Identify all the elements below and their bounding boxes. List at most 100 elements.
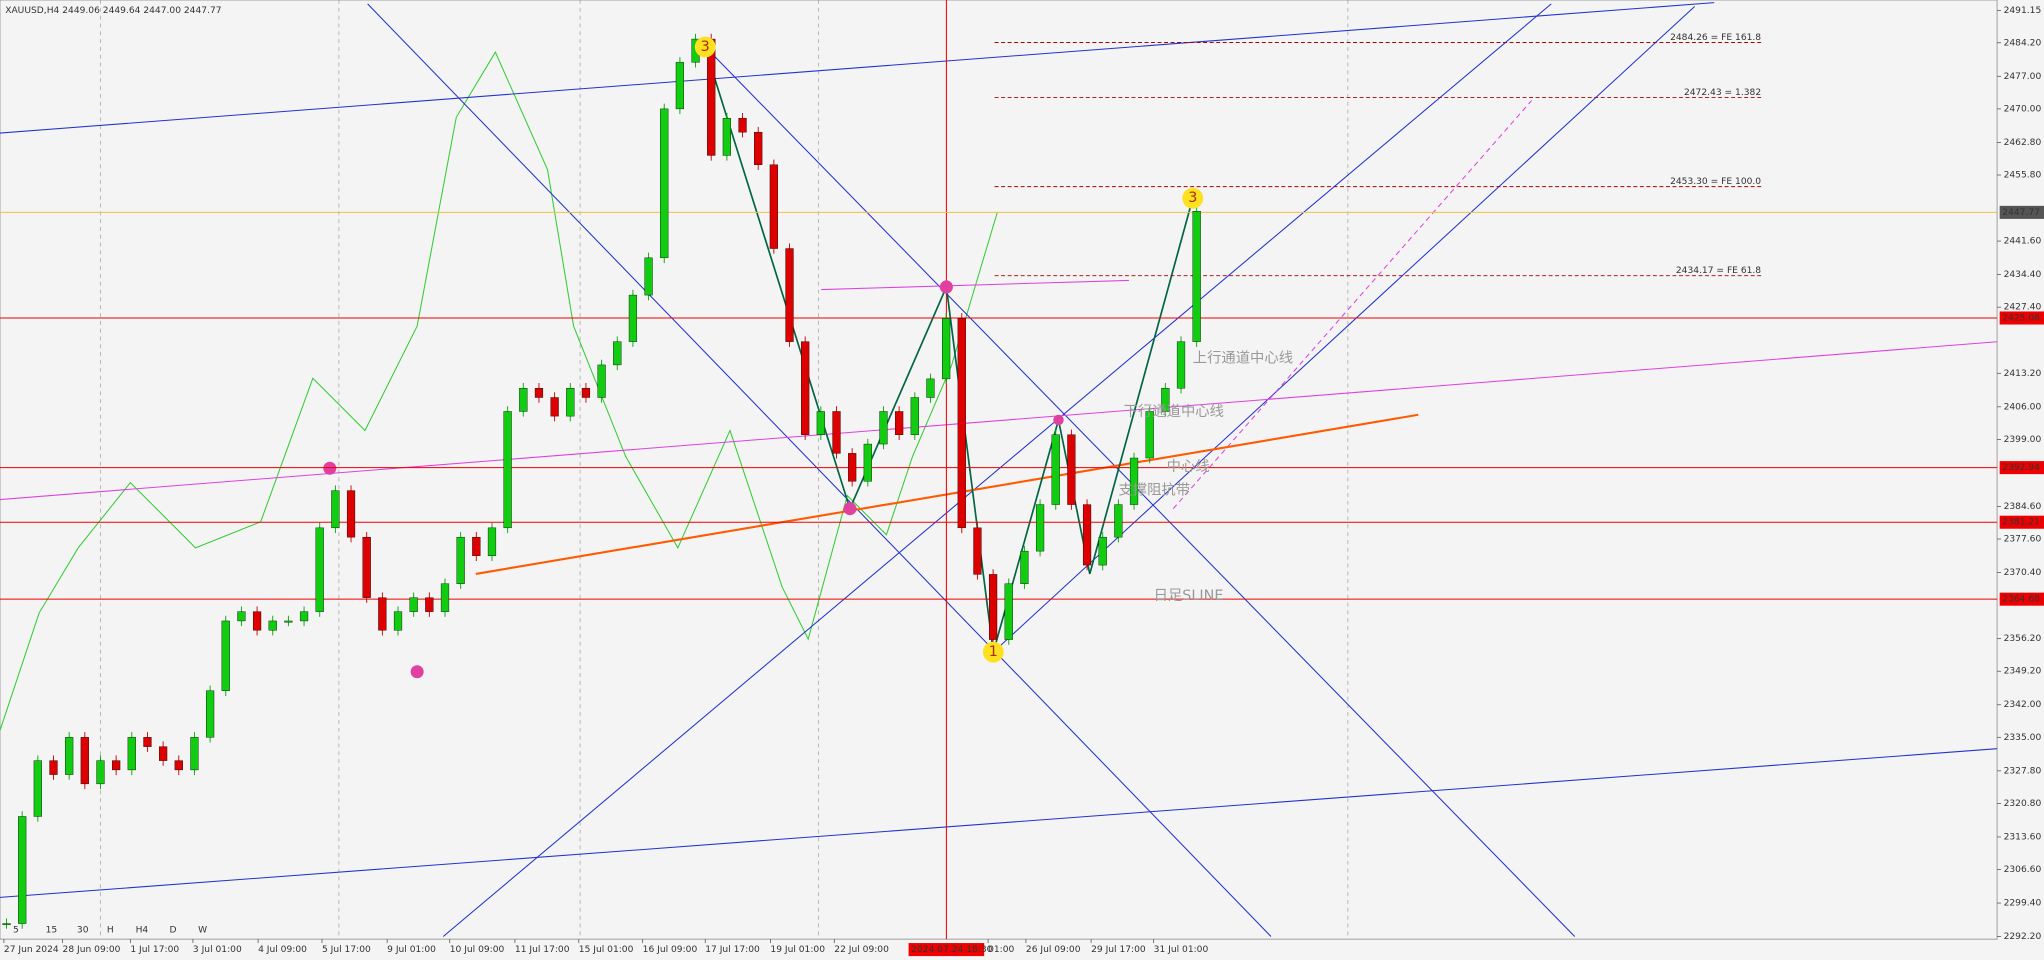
candle [456, 536, 465, 584]
annotation: 中心线 [1167, 458, 1210, 475]
candle [1035, 504, 1045, 552]
candle [33, 760, 42, 817]
fibo-label: 2453.30 = FE 100.0 [1670, 177, 1761, 187]
timeframe-button[interactable]: H [107, 925, 114, 935]
y-tick-label: 2462.80 [2004, 138, 2042, 148]
y-tick-label: 2434.40 [2004, 270, 2042, 280]
candle [299, 611, 309, 622]
candle [1114, 504, 1123, 538]
orange-line [475, 413, 1419, 575]
candle [346, 490, 356, 538]
candle [472, 536, 481, 556]
candle [816, 411, 825, 435]
level-tag [1999, 461, 2044, 475]
x-tick-label: 01:00 [988, 945, 1014, 955]
candle [1145, 411, 1154, 459]
timeframe-button[interactable]: 30 [77, 925, 89, 935]
timeframe-button[interactable]: 5 [13, 925, 19, 935]
level-label: 2392.94 [2002, 463, 2040, 473]
candle [440, 583, 450, 612]
candle [926, 378, 935, 398]
candle [722, 117, 731, 156]
annotation: 下行通道中心线 [1124, 403, 1224, 420]
candle [112, 760, 121, 771]
candle [1082, 504, 1092, 566]
candle [1129, 457, 1139, 505]
candle [252, 611, 262, 631]
y-tick-label: 2306.60 [2004, 865, 2042, 875]
level-tag [1999, 311, 2044, 325]
x-tick-label: 22 Jul 09:00 [834, 945, 889, 955]
fibo-label: 2484.26 = FE 161.8 [1670, 33, 1761, 43]
level-label: 2425.08 [2002, 313, 2040, 323]
header: XAUUSD,H4 2449.06 2449.64 2447.00 2447.7… [5, 6, 222, 16]
candle [879, 411, 888, 445]
candle [221, 620, 230, 691]
y-tick-label: 2377.60 [2004, 535, 2042, 545]
candle [550, 397, 559, 417]
candle [1004, 583, 1013, 640]
x-tick-label: 17 Jul 17:00 [705, 945, 760, 955]
candle [65, 737, 74, 775]
y-tick-label: 2327.80 [2004, 766, 2042, 776]
candle [942, 318, 951, 380]
timeframe-button[interactable]: 15 [46, 925, 58, 935]
candle [409, 597, 418, 612]
channel-line [710, 51, 1576, 937]
y-tick-label: 2470.00 [2004, 104, 2042, 114]
candle [1067, 434, 1076, 505]
candle [237, 611, 246, 622]
x-tick-label: 9 Jul 01:00 [387, 945, 436, 955]
candle [863, 443, 872, 482]
x-tick-label: 10 Jul 09:00 [450, 945, 505, 955]
current-price-label: 2447.77 [2002, 208, 2040, 218]
timeframe-button[interactable]: D [169, 925, 176, 935]
y-tick-label: 2406.00 [2004, 402, 2042, 412]
y-tick-label: 2441.60 [2004, 237, 2042, 247]
y-tick-label: 2299.40 [2004, 899, 2042, 909]
pivot-dot [843, 502, 857, 516]
candle [1192, 211, 1201, 342]
x-tick-label: 19 Jul 01:00 [770, 945, 825, 955]
magenta-line [821, 279, 1129, 291]
candle [190, 737, 199, 771]
candle [49, 760, 58, 775]
level-tag [1999, 515, 2044, 529]
candle [675, 62, 685, 110]
wave-circle [694, 36, 716, 58]
channel-line [367, 3, 1272, 937]
candle [1098, 536, 1107, 566]
timeframe-button[interactable]: W [198, 925, 207, 935]
y-tick-label: 2477.00 [2004, 72, 2042, 82]
candle [127, 737, 136, 771]
x-tick-label: 15 Jul 01:00 [579, 945, 634, 955]
candle [597, 364, 606, 398]
x-tick-label: 27 Jun 2024 [4, 945, 59, 955]
candle [96, 760, 105, 785]
y-tick-label: 2384.60 [2004, 502, 2042, 512]
y-tick-label: 2335.00 [2004, 733, 2042, 743]
current-price-tag [1999, 205, 2044, 219]
candle [159, 746, 168, 761]
channel-line [0, 2, 1715, 134]
candle [644, 257, 653, 296]
wave-circle [982, 641, 1004, 663]
level-label: 2381.21 [2002, 518, 2040, 528]
candle [613, 341, 622, 366]
x-tick-label: 5 Jul 17:00 [322, 945, 371, 955]
candle [895, 411, 904, 435]
cursor-time-box [908, 943, 985, 957]
candle [18, 816, 27, 924]
timeframe-button[interactable]: H4 [136, 925, 149, 935]
wave-label: 3 [1188, 190, 1197, 206]
candle [957, 318, 966, 529]
annotation: 上行通道中心线 [1193, 350, 1293, 367]
candle [503, 411, 512, 529]
channel-line [992, 6, 1695, 653]
pivot-dot [939, 280, 953, 294]
candle [315, 527, 324, 612]
candle [143, 737, 152, 747]
candle [331, 490, 340, 529]
candle [832, 411, 841, 454]
y-tick-label: 2413.20 [2004, 369, 2042, 379]
